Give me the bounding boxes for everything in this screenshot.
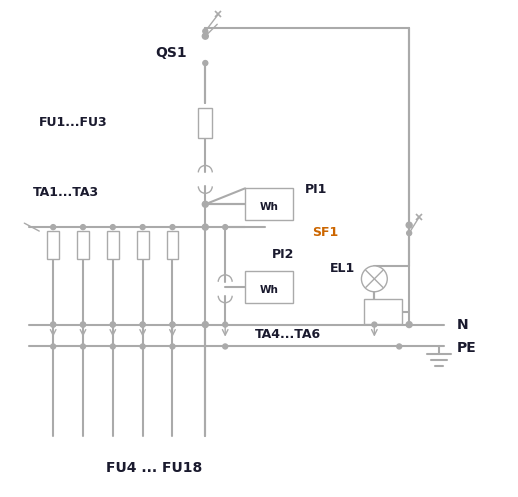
Circle shape bbox=[406, 222, 412, 228]
Circle shape bbox=[223, 344, 228, 349]
Text: PI2: PI2 bbox=[272, 248, 294, 261]
Circle shape bbox=[203, 201, 208, 207]
Circle shape bbox=[203, 322, 208, 328]
Circle shape bbox=[110, 225, 116, 230]
Text: QS1: QS1 bbox=[155, 46, 187, 60]
Circle shape bbox=[140, 322, 145, 327]
Circle shape bbox=[110, 322, 116, 327]
Bar bbox=[364, 299, 402, 324]
Circle shape bbox=[80, 322, 85, 327]
Circle shape bbox=[407, 231, 412, 236]
Circle shape bbox=[51, 225, 55, 230]
Circle shape bbox=[362, 266, 387, 292]
Text: Wh: Wh bbox=[260, 202, 278, 212]
Bar bbox=[107, 231, 119, 259]
Text: SF1: SF1 bbox=[312, 226, 338, 239]
Text: FU1...FU3: FU1...FU3 bbox=[39, 116, 108, 129]
Bar bbox=[198, 108, 212, 138]
Text: N: N bbox=[457, 318, 468, 331]
Circle shape bbox=[170, 322, 175, 327]
Circle shape bbox=[110, 322, 116, 327]
Circle shape bbox=[110, 344, 116, 349]
Bar bbox=[166, 231, 179, 259]
Text: PE: PE bbox=[457, 341, 477, 355]
Text: FU4 ... FU18: FU4 ... FU18 bbox=[106, 461, 202, 475]
Circle shape bbox=[80, 344, 85, 349]
Circle shape bbox=[223, 322, 228, 327]
Text: Wh: Wh bbox=[260, 285, 278, 295]
Circle shape bbox=[372, 322, 377, 327]
Circle shape bbox=[170, 344, 175, 349]
Circle shape bbox=[51, 322, 55, 327]
Circle shape bbox=[397, 344, 401, 349]
Bar bbox=[137, 231, 149, 259]
Bar bbox=[245, 271, 293, 303]
Bar bbox=[245, 188, 293, 220]
Circle shape bbox=[223, 225, 228, 230]
Circle shape bbox=[51, 322, 55, 327]
Circle shape bbox=[140, 322, 145, 327]
Circle shape bbox=[80, 322, 85, 327]
Text: PI1: PI1 bbox=[305, 183, 327, 196]
Circle shape bbox=[140, 225, 145, 230]
Text: EL1: EL1 bbox=[329, 262, 355, 275]
Circle shape bbox=[203, 224, 208, 230]
Text: TA4...TA6: TA4...TA6 bbox=[255, 328, 321, 341]
Circle shape bbox=[170, 322, 175, 327]
Circle shape bbox=[406, 322, 412, 328]
Circle shape bbox=[203, 29, 208, 34]
Bar bbox=[77, 231, 89, 259]
Circle shape bbox=[170, 225, 175, 230]
Bar bbox=[47, 231, 59, 259]
Circle shape bbox=[203, 61, 208, 66]
Circle shape bbox=[80, 225, 85, 230]
Circle shape bbox=[51, 344, 55, 349]
Text: TA1...TA3: TA1...TA3 bbox=[33, 186, 99, 199]
Circle shape bbox=[140, 344, 145, 349]
Circle shape bbox=[203, 33, 208, 39]
